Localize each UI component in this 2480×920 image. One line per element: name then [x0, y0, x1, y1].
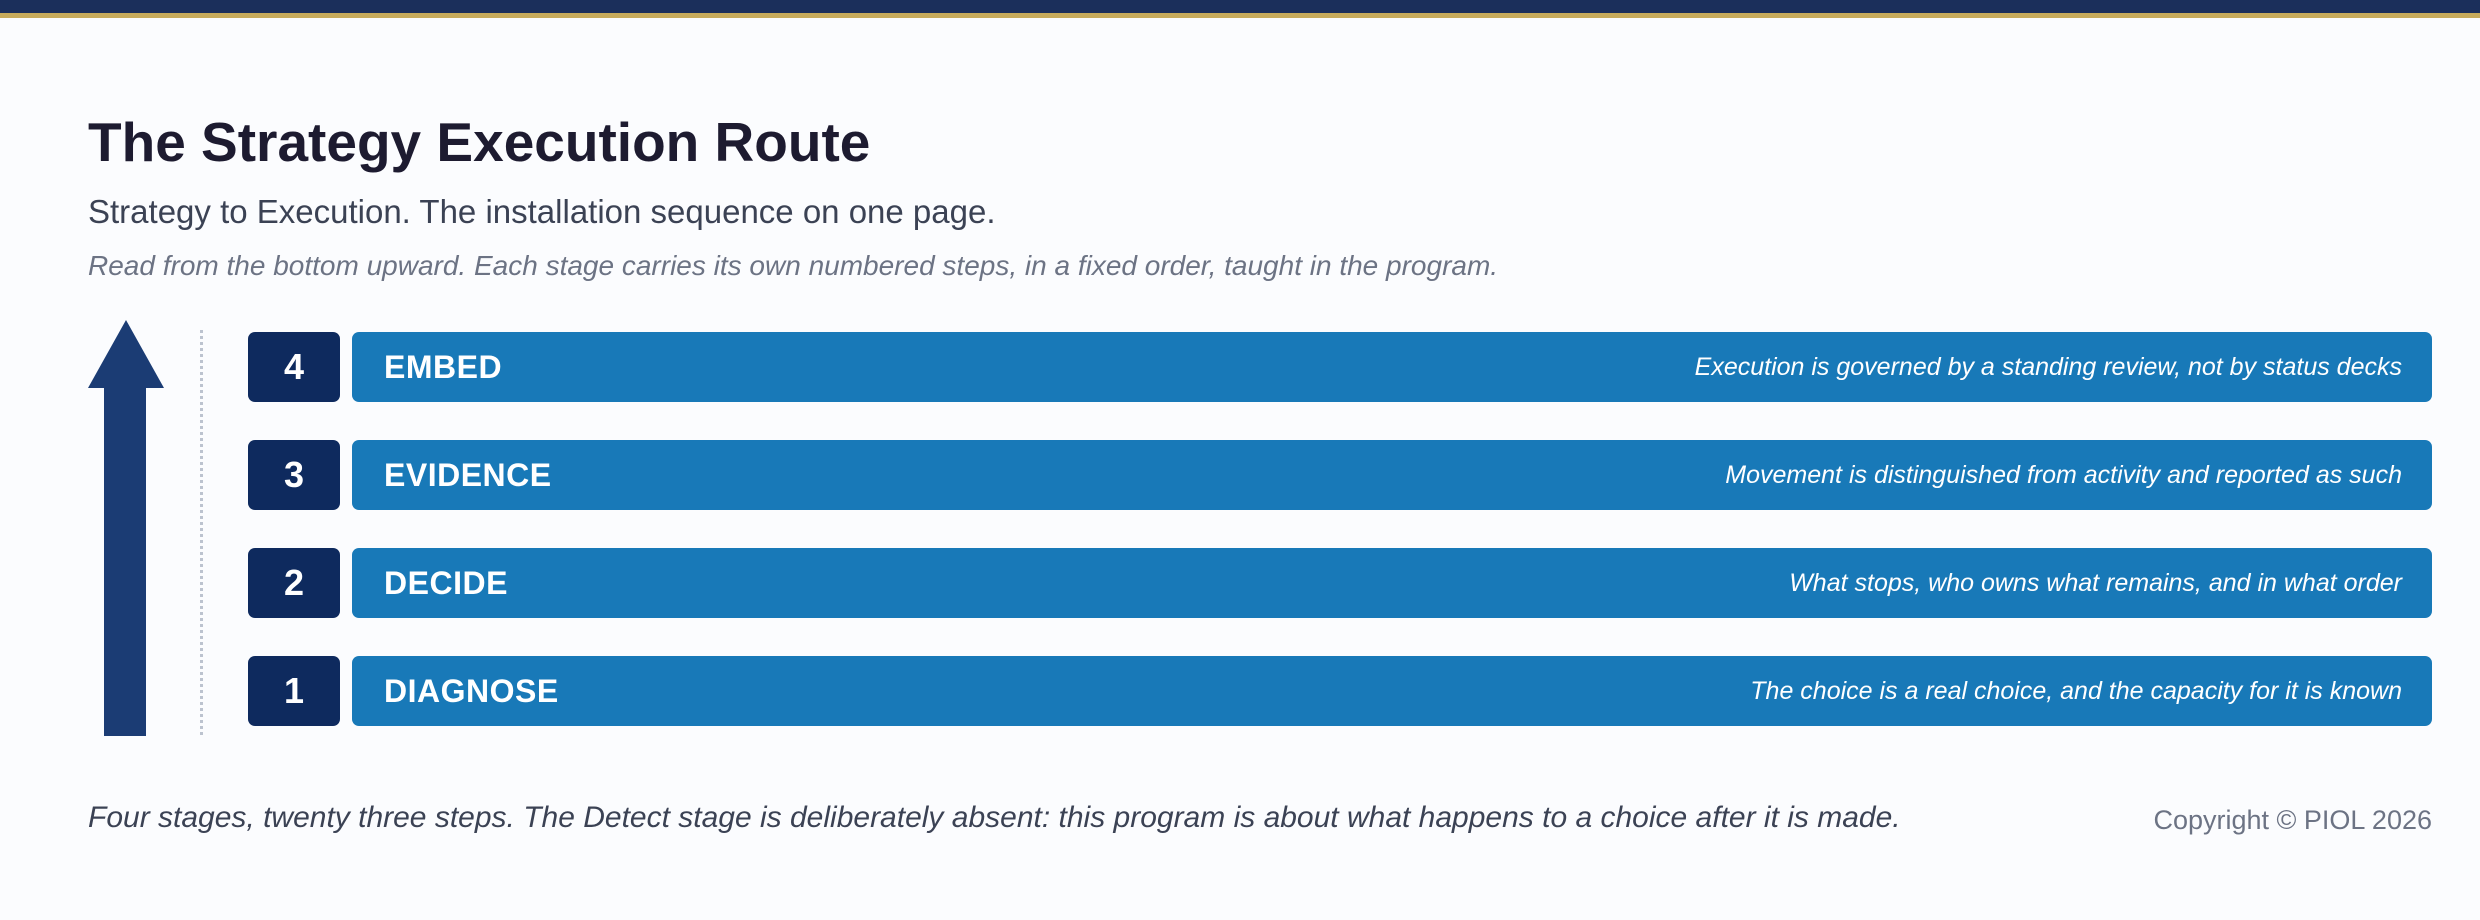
stage-number-badge: 1	[248, 656, 340, 726]
stage-name: EMBED	[384, 348, 503, 385]
stage-row-embed: 4 EMBED Execution is governed by a stand…	[248, 332, 2432, 402]
page-subtitle: Strategy to Execution. The installation …	[88, 193, 996, 230]
stage-description: The choice is a real choice, and the cap…	[1750, 676, 2402, 705]
reading-instruction: Read from the bottom upward. Each stage …	[88, 250, 1499, 281]
footer-note: Four stages, twenty three steps. The Det…	[88, 801, 1901, 834]
stage-bar: DIAGNOSE The choice is a real choice, an…	[352, 656, 2432, 726]
page-title: The Strategy Execution Route	[88, 111, 871, 173]
stage-bar: EMBED Execution is governed by a standin…	[352, 332, 2432, 402]
stage-description: Execution is governed by a standing revi…	[1694, 352, 2402, 381]
stage-description: Movement is distinguished from activity …	[1725, 460, 2402, 489]
copyright-notice: Copyright © PIOL 2026	[2153, 805, 2432, 835]
stage-name: EVIDENCE	[384, 456, 552, 493]
top-accent-bar	[0, 0, 2480, 13]
top-accent-stripe	[0, 13, 2480, 18]
up-arrow-icon	[88, 320, 164, 736]
stage-number-badge: 2	[248, 548, 340, 618]
stage-bar: EVIDENCE Movement is distinguished from …	[352, 440, 2432, 510]
stage-name: DIAGNOSE	[384, 672, 559, 709]
stage-row-diagnose: 1 DIAGNOSE The choice is a real choice, …	[248, 656, 2432, 726]
stage-row-evidence: 3 EVIDENCE Movement is distinguished fro…	[248, 440, 2432, 510]
divider-line	[200, 330, 203, 735]
stage-number-badge: 4	[248, 332, 340, 402]
stage-description: What stops, who owns what remains, and i…	[1789, 568, 2402, 597]
stage-number-badge: 3	[248, 440, 340, 510]
stage-name: DECIDE	[384, 564, 508, 601]
stage-bar: DECIDE What stops, who owns what remains…	[352, 548, 2432, 618]
stage-row-decide: 2 DECIDE What stops, who owns what remai…	[248, 548, 2432, 618]
